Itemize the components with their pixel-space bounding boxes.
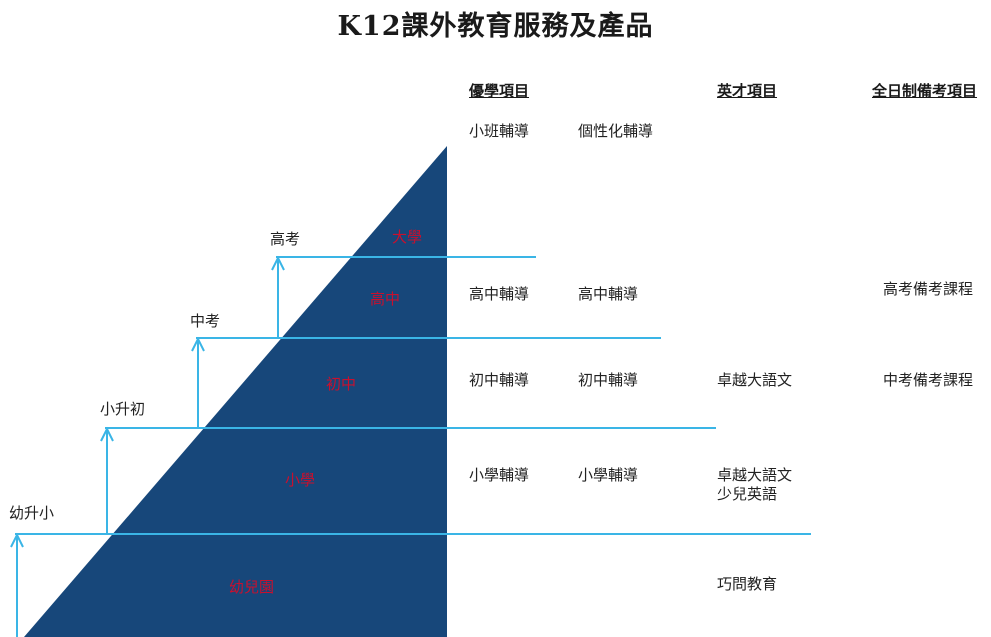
- level-label-kindergarten: 幼兒園: [229, 578, 275, 596]
- transition-label-gaokao: 高考: [270, 230, 301, 248]
- level-label-university: 大學: [392, 228, 423, 246]
- level-label-primary: 小學: [285, 471, 316, 489]
- transition-arrow-xiaoshengchu: [100, 426, 114, 534]
- transition-arrow-zhongkao: [191, 336, 205, 428]
- column-header-yingcai: 英才項目: [717, 82, 778, 100]
- product-middle-fulltime: 中考備考課程: [883, 371, 974, 389]
- product-high-fulltime: 高考備考課程: [883, 280, 974, 298]
- transition-label-zhongkao: 中考: [190, 312, 221, 330]
- product-primary-youxue-2: 小學輔導: [578, 466, 639, 484]
- transition-arrow-gaokao: [271, 255, 285, 338]
- page-title: K12課外教育服務及產品: [337, 11, 654, 42]
- product-kindergarten-yingcai: 巧問教育: [717, 575, 778, 593]
- transition-label-xiaoshengchu: 小升初: [100, 400, 146, 418]
- product-middle-youxue-2: 初中輔導: [578, 371, 639, 389]
- transition-arrow-youshengxiao: [10, 532, 24, 637]
- product-middle-youxue-1: 初中輔導: [469, 371, 530, 389]
- product-high-youxue-2: 高中輔導: [578, 285, 639, 303]
- column-header-fulltime: 全日制備考項目: [872, 82, 978, 100]
- transition-label-youshengxiao: 幼升小: [9, 504, 55, 522]
- product-primary-yingcai: 卓越大語文 少兒英語: [717, 466, 793, 503]
- product-primary-youxue-1: 小學輔導: [469, 466, 530, 484]
- product-middle-yingcai: 卓越大語文: [717, 371, 793, 389]
- level-label-high: 高中: [370, 290, 401, 308]
- education-triangle: [24, 146, 447, 637]
- product-top-small-class: 小班輔導: [469, 122, 530, 140]
- column-header-youxue: 優學項目: [469, 82, 530, 100]
- product-high-youxue-1: 高中輔導: [469, 285, 530, 303]
- level-label-middle: 初中: [326, 375, 357, 393]
- product-top-personalized: 個性化輔導: [578, 122, 654, 140]
